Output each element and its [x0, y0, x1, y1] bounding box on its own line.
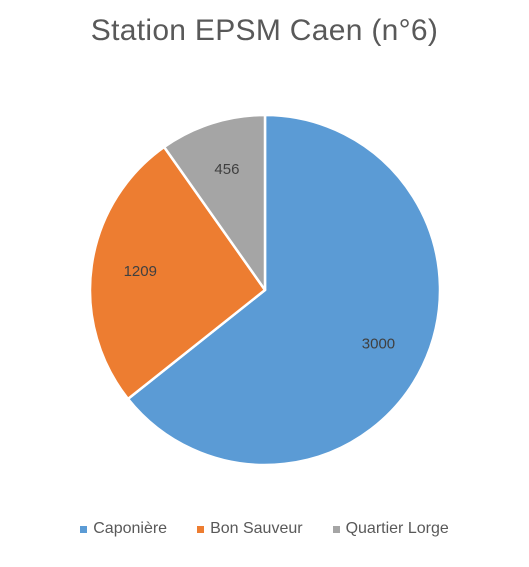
- legend-swatch: [197, 525, 205, 533]
- pie-slice-caponi-re: [126, 113, 442, 467]
- data-label-caponi-re: 3000: [362, 336, 395, 353]
- legend-item: Quartier Lorge: [332, 520, 449, 538]
- legend-item: Bon Sauveur: [197, 520, 303, 538]
- data-label-quartier-lorge: 456: [214, 161, 239, 178]
- pie-slice-bon-sauveur: [88, 145, 267, 401]
- legend-swatch: [80, 525, 88, 533]
- chart-title: Station EPSM Caen (n°6): [90, 14, 439, 47]
- legend-swatch: [332, 525, 340, 533]
- pie-slice-quartier-lorge: [162, 113, 267, 292]
- legend-label: Caponière: [93, 520, 168, 537]
- chart-legend: Caponière Bon Sauveur Quartier Lorge: [0, 520, 529, 538]
- legend-label: Bon Sauveur: [210, 520, 303, 537]
- data-label-bon-sauveur: 1209: [124, 263, 157, 280]
- legend-item: Caponière: [80, 520, 167, 538]
- legend-label: Quartier Lorge: [345, 520, 449, 537]
